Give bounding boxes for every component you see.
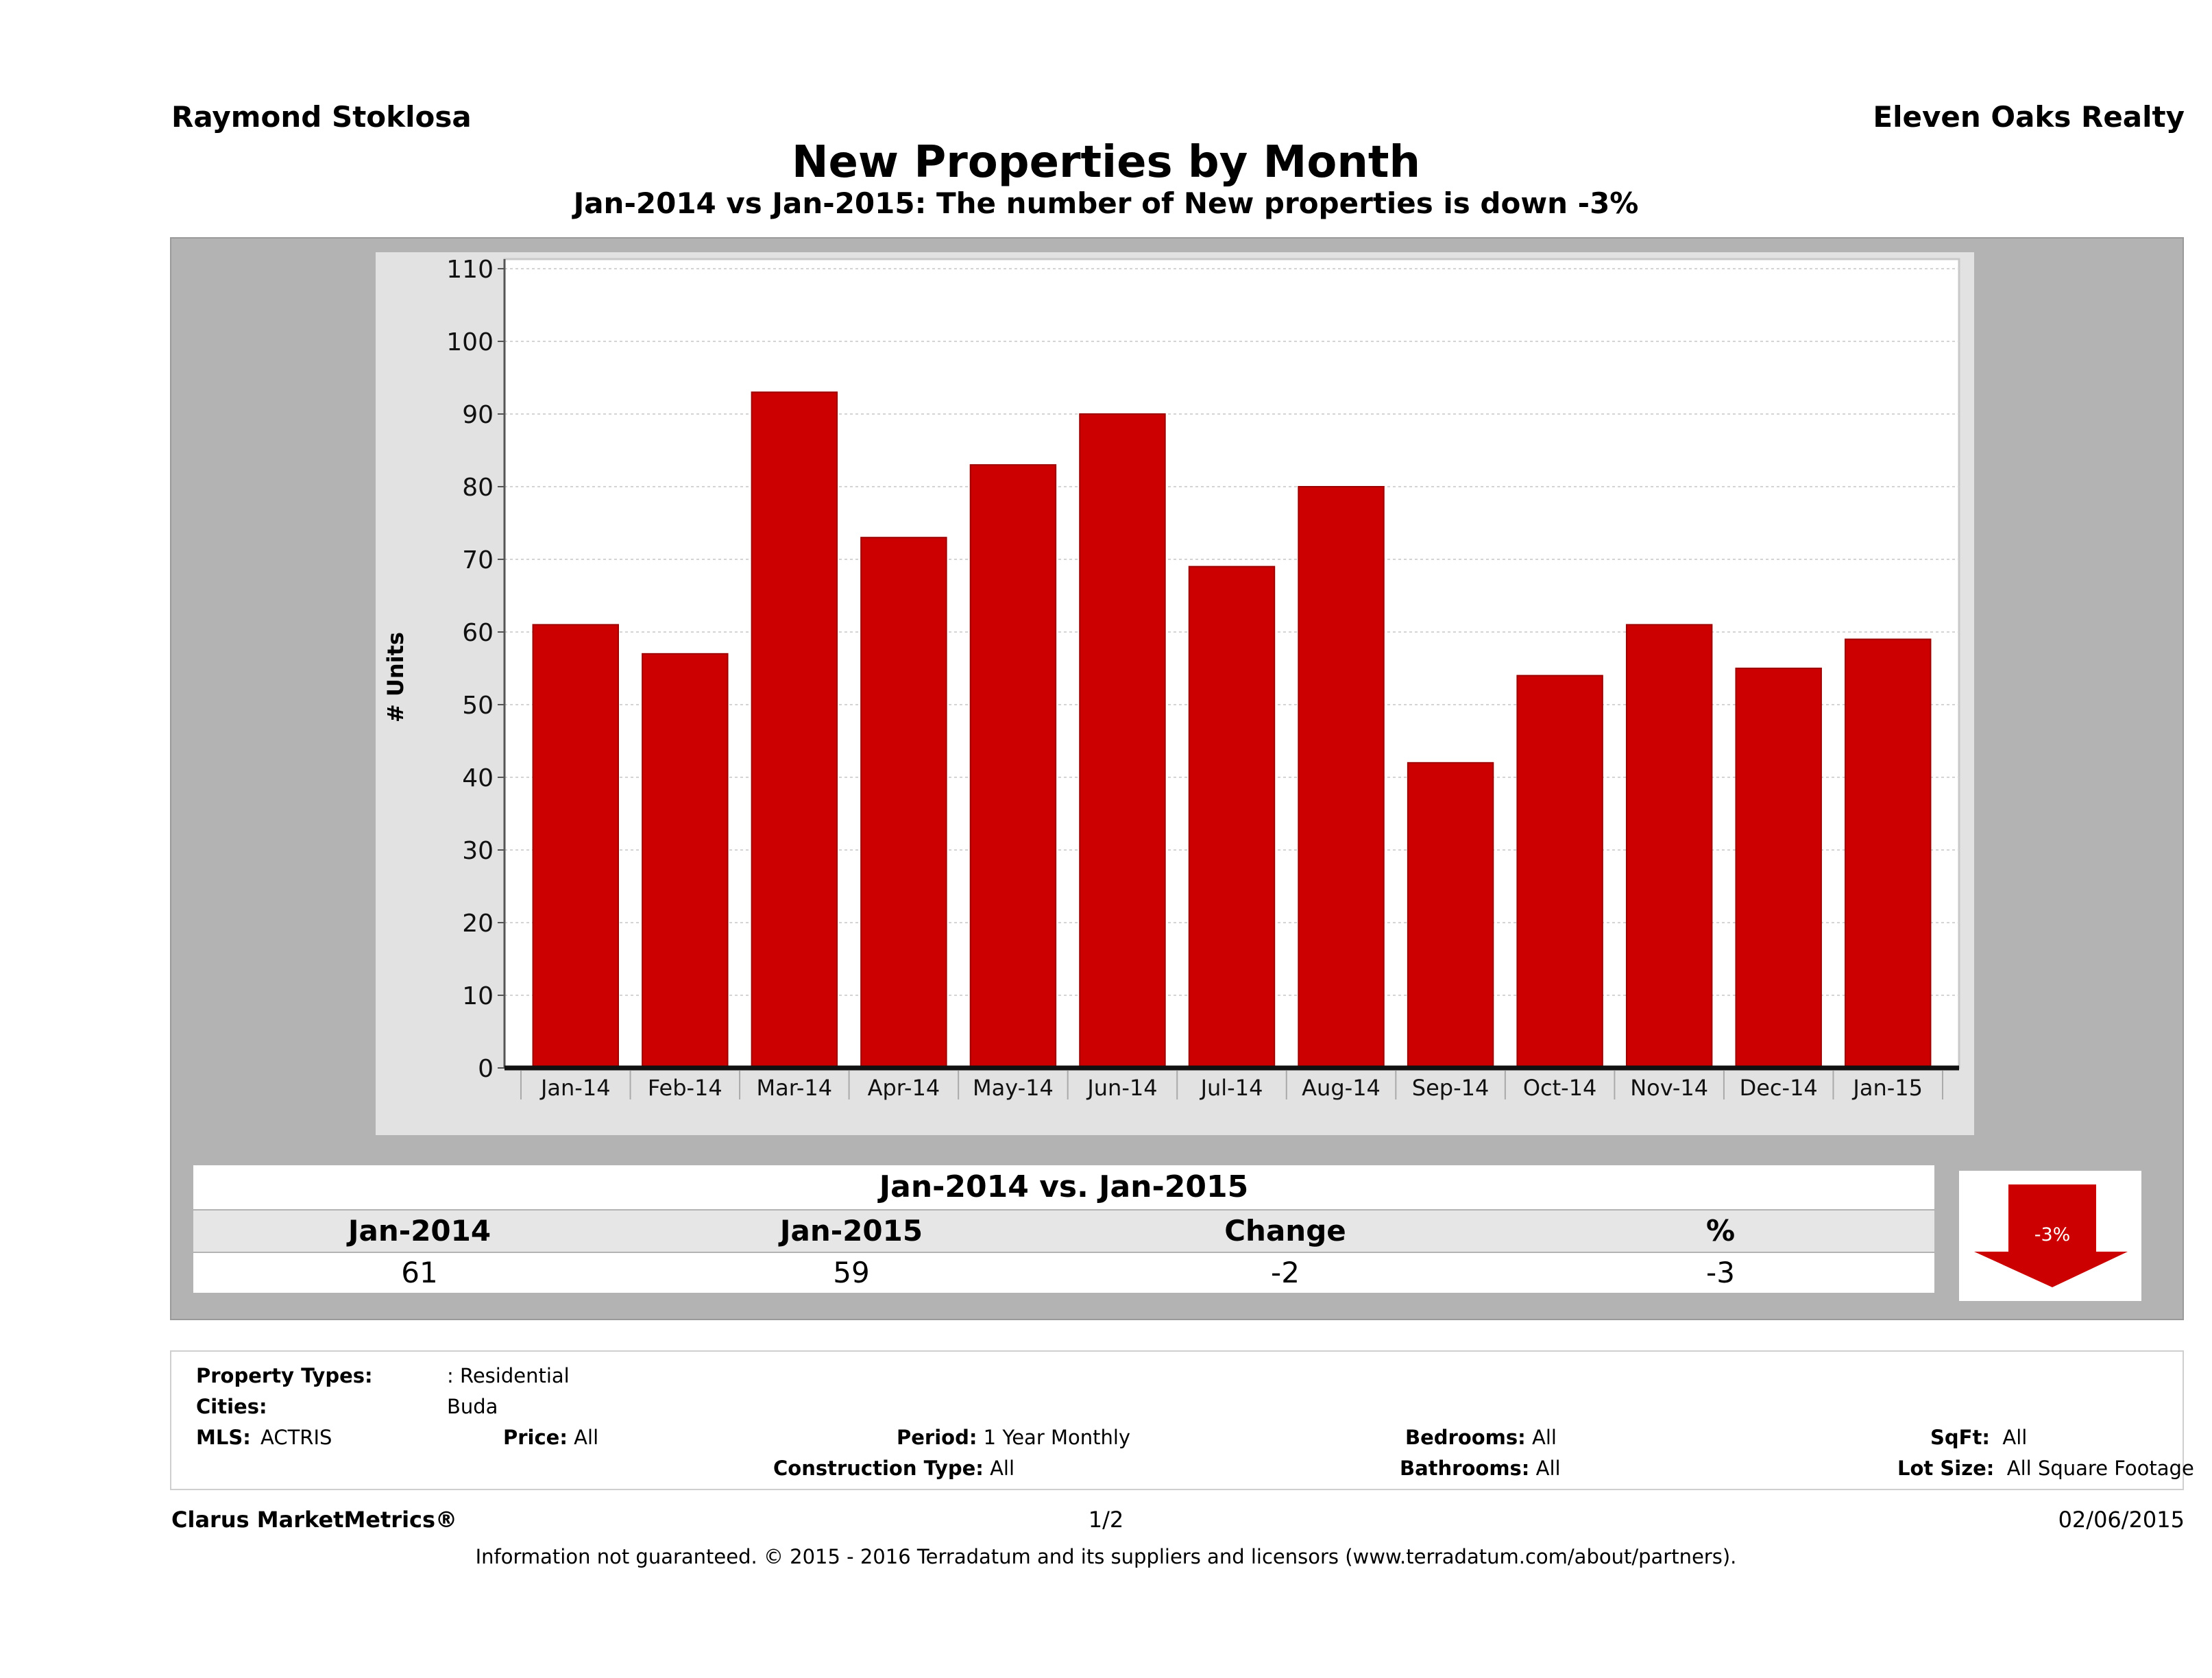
period-value: 1 Year Monthly <box>983 1426 1131 1449</box>
comparison-summary: Jan-2014 vs. Jan-2015 Jan-2014 Jan-2015 … <box>181 1165 1934 1309</box>
bar-Mar-14 <box>751 391 838 1069</box>
summary-title: Jan-2014 vs. Jan-2015 <box>193 1165 1934 1209</box>
cities-label: Cities: <box>196 1395 267 1418</box>
cities-value: Buda <box>447 1395 498 1418</box>
x-tick-label: Jul-14 <box>1200 1075 1263 1101</box>
x-tick-label: Nov-14 <box>1630 1075 1708 1101</box>
report-date: 02/06/2015 <box>2058 1507 2185 1533</box>
period-filter: Period: 1 Year Monthly <box>897 1426 1130 1449</box>
bar-Apr-14 <box>860 537 947 1069</box>
chart-area: 0 10 20 30 40 50 60 70 80 90 100 110 Jan-14 Feb-14 Ma… <box>376 252 1974 1135</box>
y-tick-label: 20 <box>462 910 494 938</box>
bedrooms-filter: Bedrooms: All <box>1405 1426 1557 1449</box>
bar-May-14 <box>969 464 1057 1069</box>
bar-Sep-14 <box>1407 762 1494 1069</box>
construction-label: Construction Type: <box>773 1457 984 1480</box>
change-badge-text: -3% <box>2034 1224 2071 1245</box>
bathrooms-filter: Bathrooms: All <box>1400 1457 1561 1480</box>
y-tick-label: 80 <box>462 474 494 502</box>
summary-value-jan2015: 59 <box>833 1256 870 1289</box>
y-tick-label: 60 <box>462 619 494 647</box>
y-tick-label: 70 <box>462 546 494 574</box>
price-filter: Price: All <box>503 1426 598 1449</box>
disclaimer: Information not guaranteed. © 2015 - 201… <box>475 1545 1737 1568</box>
bathrooms-value: All <box>1535 1457 1561 1480</box>
x-tick-label: Apr-14 <box>868 1075 940 1101</box>
chart-title: New Properties by Month <box>791 137 1421 188</box>
lot-size-label: Lot Size: <box>1897 1457 1995 1480</box>
x-tick-label: Oct-14 <box>1523 1075 1597 1101</box>
bedrooms-label: Bedrooms: <box>1405 1426 1526 1449</box>
change-badge: -3% <box>1959 1171 2141 1301</box>
lot-size-value: All Square Footage <box>2006 1457 2194 1480</box>
sqft-value: All <box>2002 1426 2028 1449</box>
down-arrow-icon: -3% <box>1974 1184 2128 1287</box>
bar-Jan-15 <box>1845 638 1932 1069</box>
price-value: All <box>574 1426 599 1449</box>
construction-value: All <box>990 1457 1015 1480</box>
x-tick-label: Aug-14 <box>1302 1075 1381 1101</box>
summary-value-row: 61 59 -2 -3 <box>193 1253 1934 1293</box>
x-tick-label: Mar-14 <box>757 1075 833 1101</box>
bar-Nov-14 <box>1625 624 1713 1069</box>
bar-Jan-14 <box>532 624 619 1069</box>
x-tick-label: Jun-14 <box>1086 1075 1157 1101</box>
bar-chart: 0 10 20 30 40 50 60 70 80 90 100 110 Jan-14 Feb-14 Ma… <box>382 256 1960 1101</box>
bedrooms-value: All <box>1531 1426 1557 1449</box>
mls-label: MLS: <box>196 1426 251 1449</box>
summary-header-row: Jan-2014 Jan-2015 Change % <box>193 1211 1934 1252</box>
footer-brand: Clarus MarketMetrics® <box>171 1507 458 1533</box>
x-tick-label: Jan-15 <box>1851 1075 1923 1101</box>
summary-value-change: -2 <box>1271 1256 1300 1289</box>
bar-Feb-14 <box>642 653 729 1069</box>
construction-filter: Construction Type: All <box>773 1457 1014 1480</box>
sqft-filter: SqFt: All <box>1930 1426 2027 1449</box>
y-tick-label: 40 <box>462 764 494 792</box>
y-tick-label: 0 <box>478 1055 494 1083</box>
bar-Jul-14 <box>1188 566 1276 1069</box>
property-types-label: Property Types: <box>196 1364 373 1387</box>
bar-Oct-14 <box>1516 674 1603 1069</box>
summary-header-change: Change <box>1224 1214 1346 1248</box>
period-label: Period: <box>897 1426 977 1449</box>
bar-Dec-14 <box>1735 668 1822 1069</box>
property-types-value: : Residential <box>447 1364 570 1387</box>
y-tick-label: 110 <box>446 256 494 284</box>
bathrooms-label: Bathrooms: <box>1400 1457 1530 1480</box>
x-tick-label: Sep-14 <box>1412 1075 1490 1101</box>
x-tick-label: Feb-14 <box>648 1075 722 1101</box>
x-tick-label: Dec-14 <box>1740 1075 1818 1101</box>
summary-header-jan2015: Jan-2015 <box>779 1214 923 1248</box>
agent-name: Raymond Stoklosa <box>171 100 472 134</box>
y-axis-label: # Units <box>382 632 409 722</box>
y-tick-label: 10 <box>462 982 494 1010</box>
y-tick-label: 50 <box>462 692 494 720</box>
y-tick-label: 30 <box>462 837 494 865</box>
summary-header-jan2014: Jan-2014 <box>348 1214 491 1248</box>
summary-value-percent: -3 <box>1706 1256 1735 1289</box>
page-number: 1/2 <box>1088 1507 1124 1533</box>
price-label: Price: <box>503 1426 568 1449</box>
y-tick-label: 90 <box>462 401 494 429</box>
lot-size-filter: Lot Size: All Square Footage <box>1897 1457 2194 1480</box>
y-tick-label: 100 <box>446 328 494 356</box>
bar-Jun-14 <box>1079 413 1166 1069</box>
x-tick-label: Jan-14 <box>539 1075 611 1101</box>
bar-Aug-14 <box>1298 486 1385 1069</box>
x-tick-label: May-14 <box>973 1075 1054 1101</box>
chart-subtitle: Jan-2014 vs Jan-2015: The number of New … <box>573 186 1639 220</box>
filter-criteria: Property Types: : Residential Cities: Bu… <box>170 1350 2194 1490</box>
summary-header-percent: % <box>1705 1214 1736 1248</box>
brokerage-name: Eleven Oaks Realty <box>1873 100 2185 134</box>
summary-value-jan2014: 61 <box>401 1256 438 1289</box>
mls-value: ACTRIS <box>260 1426 332 1449</box>
sqft-label: SqFt: <box>1930 1426 1990 1449</box>
